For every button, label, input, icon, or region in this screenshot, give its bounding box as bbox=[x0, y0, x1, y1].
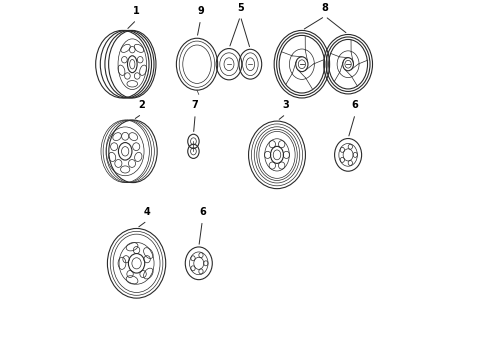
Text: 5: 5 bbox=[237, 3, 244, 13]
Text: 4: 4 bbox=[144, 207, 150, 217]
Text: 9: 9 bbox=[197, 6, 204, 16]
Text: 1: 1 bbox=[133, 6, 140, 16]
Text: 2: 2 bbox=[139, 100, 145, 111]
Text: 6: 6 bbox=[199, 207, 206, 217]
Text: 3: 3 bbox=[283, 100, 289, 111]
Text: 8: 8 bbox=[321, 3, 328, 13]
Text: 7: 7 bbox=[192, 100, 198, 111]
Text: 6: 6 bbox=[352, 100, 359, 111]
